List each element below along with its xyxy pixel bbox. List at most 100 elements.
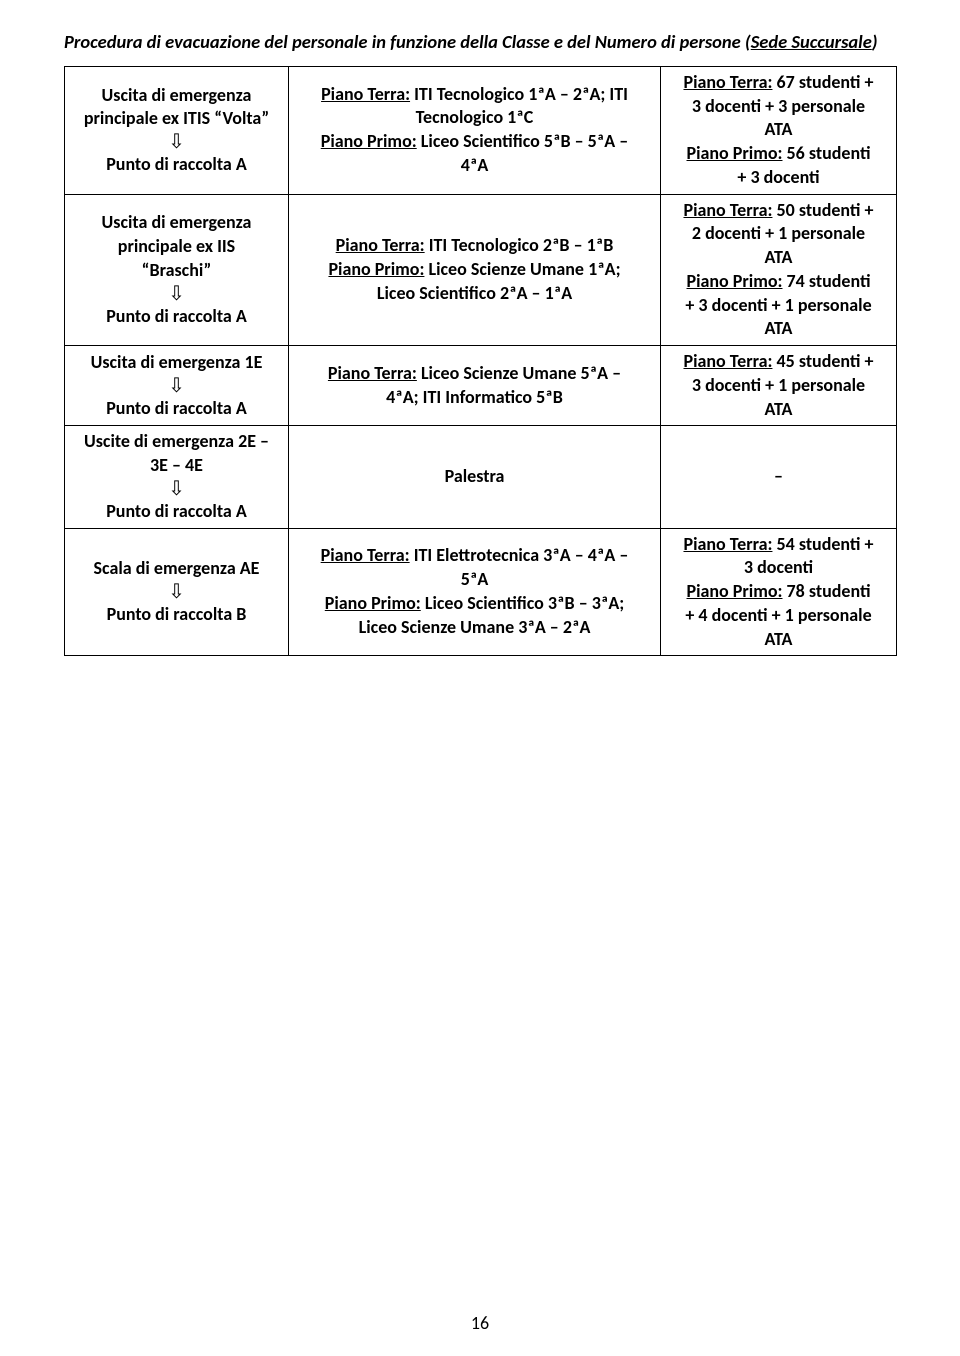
count-line: + 3 docenti	[667, 166, 890, 190]
text: ITI Tecnologico 2ªB – 1ªB	[425, 234, 614, 256]
label: Piano Terra:	[683, 71, 772, 93]
title-pre: Procedura di evacuazione del personale i…	[64, 30, 751, 53]
classes-line: Piano Terra: ITI Elettrotecnica 3ªA – 4ª…	[295, 544, 654, 568]
collect-point: Punto di raccolta A	[71, 305, 282, 329]
count-line: ATA	[667, 628, 890, 652]
count-line: + 3 docenti + 1 personale	[667, 294, 890, 318]
exit-cell: Scala di emergenza AE ⇩ Punto di raccolt…	[65, 528, 289, 656]
exit-cell: Uscite di emergenza 2E – 3E – 4E ⇩ Punto…	[65, 426, 289, 528]
page-number: 16	[0, 1312, 960, 1334]
count-line: 2 docenti + 1 personale	[667, 222, 890, 246]
label: Piano Primo:	[325, 592, 421, 614]
collect-point: Punto di raccolta A	[71, 500, 282, 524]
classes-line: Liceo Scienze Umane 3ªA – 2ªA	[295, 616, 654, 640]
text: 45 studenti +	[772, 350, 873, 372]
classes-line: 5ªA	[295, 568, 654, 592]
classes-cell: Piano Terra: ITI Tecnologico 2ªB – 1ªB P…	[289, 194, 661, 346]
arrow-down-icon: ⇩	[71, 581, 282, 603]
title-underlined: Sede Succursale	[751, 30, 872, 53]
count-line: Piano Terra: 45 studenti +	[667, 350, 890, 374]
table-row: Scala di emergenza AE ⇩ Punto di raccolt…	[65, 528, 897, 656]
count-cell: Piano Terra: 67 studenti + 3 docenti + 3…	[661, 66, 897, 194]
label: Piano Terra:	[336, 234, 425, 256]
classes-cell: Piano Terra: Liceo Scienze Umane 5ªA – 4…	[289, 346, 661, 426]
label: Piano Primo:	[328, 258, 424, 280]
count-line: Piano Primo: 78 studenti	[667, 580, 890, 604]
classes-line: Piano Terra: ITI Tecnologico 1ªA – 2ªA; …	[295, 83, 654, 107]
title-post: )	[872, 30, 878, 53]
label: Piano Terra:	[683, 533, 772, 555]
label: Piano Terra:	[328, 362, 417, 384]
collect-point: Punto di raccolta B	[71, 603, 282, 627]
classes-line: Piano Terra: Liceo Scienze Umane 5ªA –	[295, 362, 654, 386]
text: Liceo Scientifico 3ªB – 3ªA;	[421, 592, 624, 614]
text: ITI Tecnologico 1ªA – 2ªA; ITI	[410, 83, 628, 105]
classes-line: Piano Primo: Liceo Scientifico 5ªB – 5ªA…	[295, 130, 654, 154]
exit-cell: Uscita di emergenza principale ex ITIS “…	[65, 66, 289, 194]
text: 54 studenti +	[772, 533, 873, 555]
text: 74 studenti	[782, 270, 870, 292]
classes-line: Piano Primo: Liceo Scienze Umane 1ªA;	[295, 258, 654, 282]
arrow-down-icon: ⇩	[71, 478, 282, 500]
text: Liceo Scientifico 5ªB – 5ªA –	[417, 130, 629, 152]
count-line: ATA	[667, 398, 890, 422]
label: Piano Terra:	[321, 83, 410, 105]
table-row: Uscita di emergenza principale ex IIS “B…	[65, 194, 897, 346]
count-cell: Piano Terra: 45 studenti + 3 docenti + 1…	[661, 346, 897, 426]
exit-line: Uscita di emergenza 1E	[71, 351, 282, 375]
count-line: 3 docenti + 1 personale	[667, 374, 890, 398]
label: Piano Terra:	[683, 199, 772, 221]
exit-line: Uscita di emergenza	[71, 211, 282, 235]
label: Piano Terra:	[321, 544, 410, 566]
count-cell: Piano Terra: 50 studenti + 2 docenti + 1…	[661, 194, 897, 346]
count-line: 3 docenti	[667, 556, 890, 580]
count-line: + 4 docenti + 1 personale	[667, 604, 890, 628]
count-line: ATA	[667, 246, 890, 270]
classes-line: 4ªA; ITI Informatico 5ªB	[295, 386, 654, 410]
table-row: Uscite di emergenza 2E – 3E – 4E ⇩ Punto…	[65, 426, 897, 528]
count-line: ATA	[667, 317, 890, 341]
classes-cell: Palestra	[289, 426, 661, 528]
exit-line: Uscite di emergenza 2E –	[71, 430, 282, 454]
evacuation-table: Uscita di emergenza principale ex ITIS “…	[64, 66, 897, 657]
label: Piano Terra:	[683, 350, 772, 372]
label: Piano Primo:	[687, 142, 783, 164]
count-cell: Piano Terra: 54 studenti + 3 docenti Pia…	[661, 528, 897, 656]
label: Piano Primo:	[687, 270, 783, 292]
text: 56 studenti	[782, 142, 870, 164]
classes-cell: Piano Terra: ITI Elettrotecnica 3ªA – 4ª…	[289, 528, 661, 656]
count-line: 3 docenti + 3 personale	[667, 95, 890, 119]
classes-line: Tecnologico 1ªC	[295, 106, 654, 130]
label: Piano Primo:	[687, 580, 783, 602]
table-row: Uscita di emergenza principale ex ITIS “…	[65, 66, 897, 194]
single-text: –	[667, 465, 890, 489]
classes-line: Piano Primo: Liceo Scientifico 3ªB – 3ªA…	[295, 592, 654, 616]
exit-line: Uscita di emergenza	[71, 84, 282, 108]
text: 50 studenti +	[772, 199, 873, 221]
text: Liceo Scienze Umane 5ªA –	[417, 362, 621, 384]
exit-line: principale ex ITIS “Volta”	[71, 107, 282, 131]
count-line: Piano Terra: 54 studenti +	[667, 533, 890, 557]
exit-line: principale ex IIS	[71, 235, 282, 259]
section-title: Procedura di evacuazione del personale i…	[64, 28, 896, 56]
text: ITI Elettrotecnica 3ªA – 4ªA –	[410, 544, 629, 566]
classes-line: Piano Terra: ITI Tecnologico 2ªB – 1ªB	[295, 234, 654, 258]
table-row: Uscita di emergenza 1E ⇩ Punto di raccol…	[65, 346, 897, 426]
page: Procedura di evacuazione del personale i…	[0, 0, 960, 1356]
count-line: Piano Terra: 67 studenti +	[667, 71, 890, 95]
exit-line: 3E – 4E	[71, 454, 282, 478]
exit-line: Scala di emergenza AE	[71, 557, 282, 581]
count-line: ATA	[667, 118, 890, 142]
exit-line: “Braschi”	[71, 259, 282, 283]
count-line: Piano Primo: 56 studenti	[667, 142, 890, 166]
classes-line: 4ªA	[295, 154, 654, 178]
exit-cell: Uscita di emergenza principale ex IIS “B…	[65, 194, 289, 346]
arrow-down-icon: ⇩	[71, 283, 282, 305]
count-line: Piano Terra: 50 studenti +	[667, 199, 890, 223]
arrow-down-icon: ⇩	[71, 375, 282, 397]
arrow-down-icon: ⇩	[71, 131, 282, 153]
classes-cell: Piano Terra: ITI Tecnologico 1ªA – 2ªA; …	[289, 66, 661, 194]
text: Liceo Scienze Umane 1ªA;	[424, 258, 620, 280]
label: Piano Primo:	[321, 130, 417, 152]
collect-point: Punto di raccolta A	[71, 153, 282, 177]
